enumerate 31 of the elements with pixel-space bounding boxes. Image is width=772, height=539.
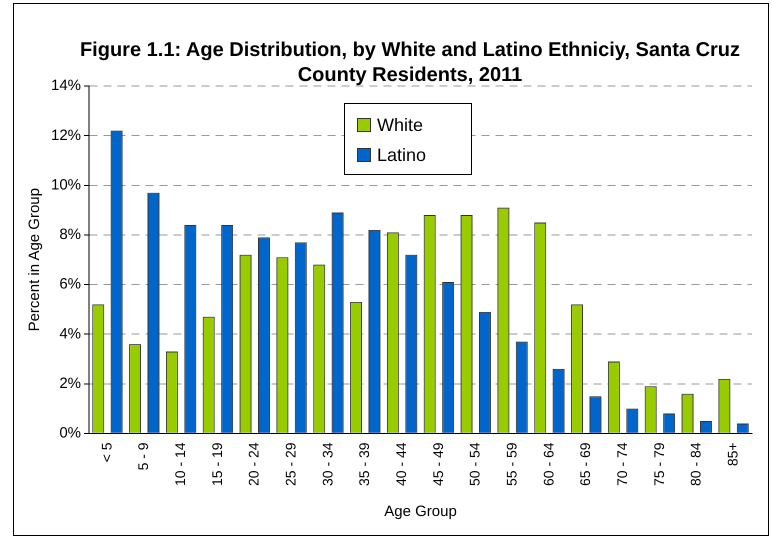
x-tick-label: 25 - 29 xyxy=(282,442,298,486)
x-tick-label: 30 - 34 xyxy=(319,442,336,486)
y-tick-label: 14% xyxy=(50,77,82,94)
x-tick-label: 80 - 84 xyxy=(688,442,704,486)
x-tick-label: 40 - 44 xyxy=(392,442,409,486)
legend-label: White xyxy=(377,114,424,136)
x-tick-label: 35 - 39 xyxy=(356,442,372,486)
y-tick-label: 0% xyxy=(59,424,82,442)
y-tick-label: 2% xyxy=(59,374,82,392)
y-tick-label: 12% xyxy=(50,126,82,144)
x-tick-label: 15 - 19 xyxy=(208,442,225,486)
y-tick-label: 6% xyxy=(59,276,82,293)
y-tick-label: 10% xyxy=(50,176,82,194)
x-tick-label: 10 - 14 xyxy=(172,442,188,486)
x-tick-label: 45 - 49 xyxy=(430,442,446,486)
chart-title: Figure 1.1: Age Distribution, by White and Latino Ethniciy, Santa Cruz County Residents, 2011 xyxy=(80,39,740,86)
x-tick-label: 70 - 74 xyxy=(614,442,630,486)
x-axis-title: Age Group xyxy=(384,503,457,520)
x-tick-label: 50 - 54 xyxy=(466,442,483,486)
x-tick-label: 85+ xyxy=(724,442,740,466)
x-tick-label: 20 - 24 xyxy=(246,442,262,486)
x-tick-label: < 5 xyxy=(98,442,114,462)
y-tick-label: 8% xyxy=(59,226,82,244)
x-tick-label: 75 - 79 xyxy=(650,442,667,486)
y-tick-label: 4% xyxy=(59,325,82,342)
x-tick-label: 65 - 69 xyxy=(577,442,594,486)
y-axis-title: Percent in Age Group xyxy=(26,188,44,332)
x-tick-label: 5 - 9 xyxy=(135,442,152,470)
x-tick-label: 55 - 59 xyxy=(503,442,520,486)
legend-label: Latino xyxy=(377,144,426,166)
x-tick-label: 60 - 64 xyxy=(540,442,556,486)
